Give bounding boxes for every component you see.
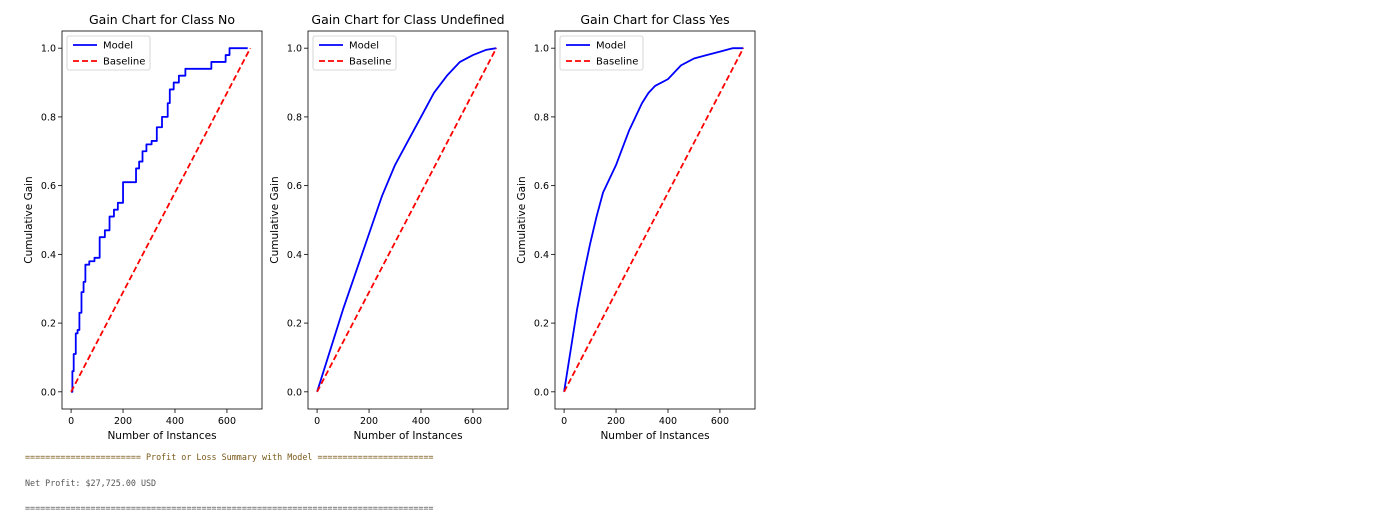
y-tick-label: 0.8 [534,112,549,123]
legend-label-baseline: Baseline [596,57,638,68]
y-axis-label: Cumulative Gain [269,176,281,263]
y-tick-label: 0.4 [41,250,56,261]
gain-charts: 0 200 400 600 0.0 0.2 0.4 0.6 0.8 1.0 Gain Chart f… [23,12,756,442]
x-tick-label: 600 [464,416,482,427]
chart-title: Gain Chart for Class No [89,12,235,27]
series-line-baseline [563,47,745,393]
legend-label-baseline: Baseline [349,57,391,68]
series-line-baseline [316,47,498,393]
y-tick-label: 1.0 [41,44,56,55]
series-line-model [71,47,248,393]
chart-3: 0 200 400 600 0.0 0.2 0.4 0.6 0.8 1.0 Gain Chart f… [516,12,756,442]
x-axis-label: Number of Instances [107,430,216,442]
x-tick-label: 0 [68,416,74,427]
plot-frame [61,30,263,410]
y-tick-label: 0.6 [534,181,549,192]
y-tick-label: 0.6 [41,181,56,192]
y-tick-label: 1.0 [287,44,302,55]
legend-label-model: Model [349,41,379,52]
chart-1: 0 200 400 600 0.0 0.2 0.4 0.6 0.8 1.0 Gain Chart f… [23,12,263,442]
x-tick-label: 400 [412,416,430,427]
y-tick-label: 0.4 [287,250,302,261]
y-tick-label: 0.6 [287,181,302,192]
chart-2: 0 200 400 600 0.0 0.2 0.4 0.6 0.8 1.0 Gain Chart f… [269,12,509,442]
x-tick-label: 200 [114,416,132,427]
x-tick-label: 600 [711,416,729,427]
x-tick-label: 400 [659,416,677,427]
legend-label-baseline: Baseline [103,57,145,68]
x-tick-label: 200 [607,416,625,427]
chart-title: Gain Chart for Class Undefined [311,12,504,27]
x-tick-label: 400 [166,416,184,427]
profit-summary-header: ======================= Profit or Loss S… [25,452,434,462]
series-line-model [316,47,497,393]
x-axis-label: Number of Instances [353,430,462,442]
y-tick-label: 0.8 [41,112,56,123]
y-tick-label: 0.0 [534,387,549,398]
x-tick-label: 0 [561,416,567,427]
y-tick-label: 0.0 [41,387,56,398]
y-tick-label: 0.8 [287,112,302,123]
y-tick-label: 0.2 [534,319,549,330]
net-profit-text: Net Profit: $27,725.00 USD [25,478,157,488]
plot-frame [307,30,509,410]
legend-label-model: Model [596,41,626,52]
y-tick-label: 0.0 [287,387,302,398]
legend-label-model: Model [103,41,133,52]
y-tick-label: 0.2 [287,319,302,330]
series-line-baseline [70,47,252,393]
y-axis-label: Cumulative Gain [23,176,35,263]
x-tick-label: 0 [314,416,320,427]
y-tick-label: 1.0 [534,44,549,55]
series-line-model [563,47,744,392]
y-axis-label: Cumulative Gain [516,176,528,263]
x-axis-label: Number of Instances [600,430,709,442]
y-tick-label: 0.4 [534,250,549,261]
plot-frame [554,30,756,410]
y-tick-label: 0.2 [41,319,56,330]
x-tick-label: 200 [360,416,378,427]
chart-title: Gain Chart for Class Yes [580,12,729,27]
profit-summary-footer: ========================================… [25,503,434,513]
x-tick-label: 600 [218,416,236,427]
